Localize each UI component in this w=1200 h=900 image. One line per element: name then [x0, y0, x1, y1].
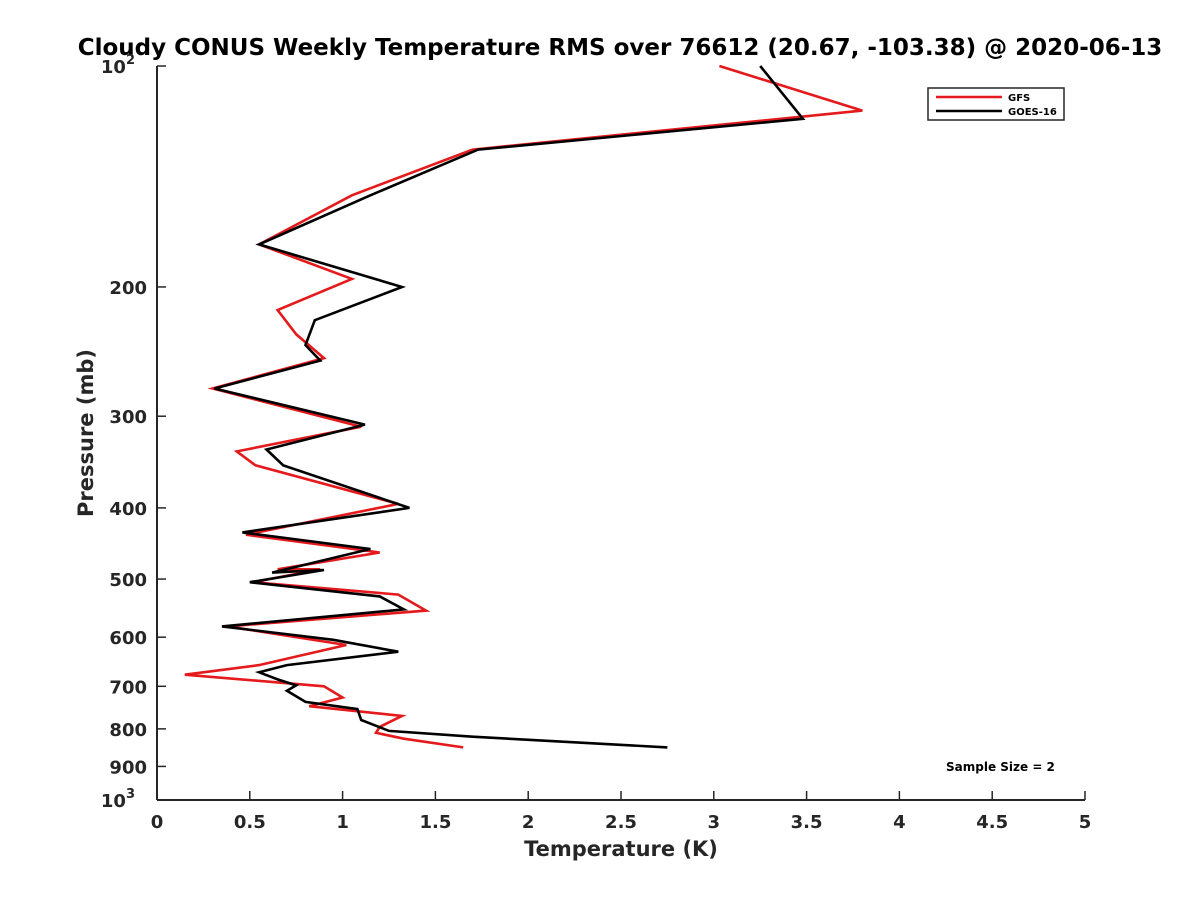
- series-line-goes16: [214, 65, 806, 749]
- x-tick-label: 0.5: [234, 812, 266, 833]
- x-tick-label: 0: [151, 812, 164, 833]
- sample-size-annotation: Sample Size = 2: [946, 760, 1055, 774]
- y-tick-label: 102: [101, 53, 135, 78]
- legend: GFS GOES-16: [927, 87, 1065, 121]
- legend-box: [927, 87, 1065, 121]
- legend-label-goes16: GOES-16: [1008, 107, 1057, 118]
- plot-area: [157, 66, 1085, 800]
- legend-label-gfs: GFS: [1008, 93, 1030, 104]
- x-tick-label: 3: [708, 812, 721, 833]
- y-tick-label: 200: [109, 278, 147, 299]
- x-tick-label: 1: [336, 812, 349, 833]
- series-layer: [184, 64, 863, 749]
- y-tick-label: 103: [101, 787, 135, 812]
- y-tick-label: 600: [109, 628, 147, 649]
- y-tick-label: 700: [109, 677, 147, 698]
- x-ticks: 0 0.5 1 1.5 2 2.5 3 3.5 4 4.5 5: [151, 791, 1092, 833]
- y-tick-label: 500: [109, 570, 147, 591]
- y-tick-label: 300: [109, 407, 147, 428]
- y-ticks: 102 200 300 400 500 600 700 800 900 103: [101, 53, 166, 812]
- x-tick-label: 1.5: [419, 812, 451, 833]
- y-tick-label: 900: [109, 757, 147, 778]
- chart-title: Cloudy CONUS Weekly Temperature RMS over…: [78, 35, 1163, 61]
- x-tick-label: 5: [1079, 812, 1092, 833]
- x-tick-label: 4: [893, 812, 906, 833]
- y-tick-label: 800: [109, 720, 147, 741]
- x-tick-label: 4.5: [976, 812, 1008, 833]
- x-tick-label: 3.5: [791, 812, 823, 833]
- y-axis-label: Pressure (mb): [74, 349, 98, 517]
- x-axis-label: Temperature (K): [524, 837, 718, 861]
- x-tick-label: 2.5: [605, 812, 637, 833]
- y-tick-label: 400: [109, 499, 147, 520]
- x-tick-label: 2: [522, 812, 535, 833]
